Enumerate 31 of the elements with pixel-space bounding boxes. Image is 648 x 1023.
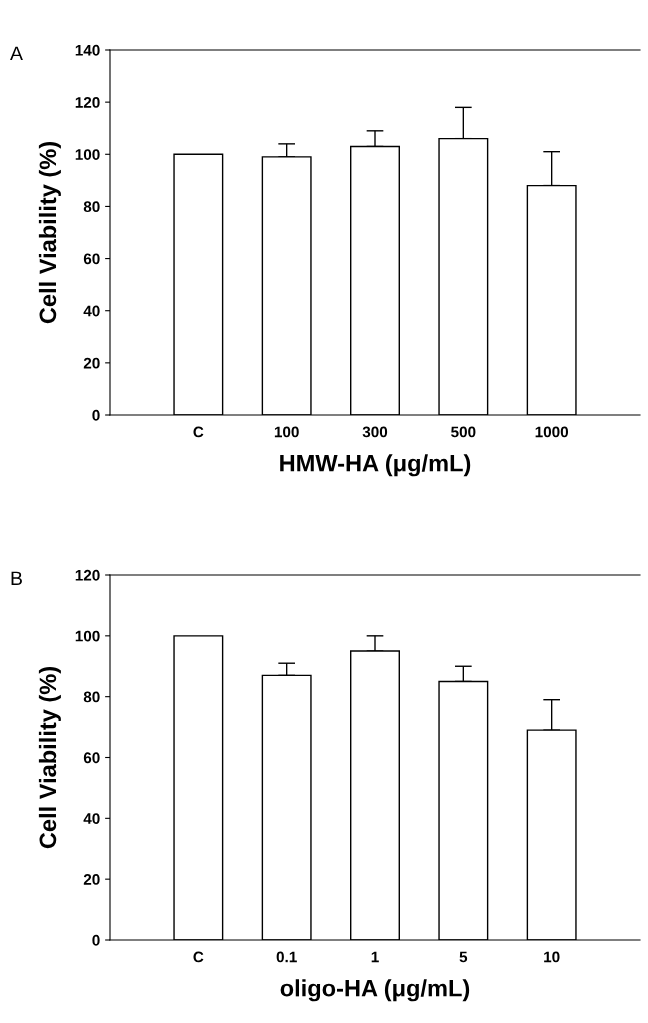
y-axis-title: Cell Viability (%) [38, 142, 61, 324]
x-tick-label: 0.1 [276, 951, 297, 963]
y-tick-label: 20 [83, 357, 100, 369]
x-tick-label: C [193, 951, 204, 963]
y-tick-label: 20 [83, 874, 100, 885]
y-tick-label: 0 [92, 934, 100, 946]
y-axis-title: Cell Viability (%) [38, 667, 61, 849]
y-tick-label: 60 [83, 253, 100, 265]
x-tick-label: 1 [371, 951, 379, 963]
text: A [10, 46, 23, 61]
y-tick-label: 40 [83, 813, 100, 825]
text: B [11, 571, 22, 586]
x-tick-label: 300 [362, 426, 388, 438]
y-tick-label: 40 [83, 305, 100, 317]
x-tick-label: 500 [451, 426, 476, 438]
y-tick-label: 120 [75, 97, 100, 108]
x-tick-label: C [193, 426, 204, 438]
x-tick-label: 10 [544, 951, 560, 963]
y-tick-label: 100 [75, 149, 100, 160]
y-tick-label: 120 [75, 569, 100, 581]
y-tick-label: 60 [83, 752, 100, 764]
y-tick-label: 80 [83, 201, 100, 213]
x-tick-label: 5 [459, 951, 468, 963]
y-tick-label: 80 [83, 691, 100, 703]
x-axis-title: HMW-HA (μg/mL) [280, 454, 471, 477]
x-axis-title: oligo-HA (μg/mL) [280, 979, 470, 1002]
y-tick-label: 140 [75, 44, 100, 56]
x-tick-label: 100 [274, 426, 299, 438]
x-tick-label: 1000 [535, 426, 569, 438]
y-tick-label: 0 [92, 409, 100, 421]
y-tick-label: 100 [75, 630, 100, 642]
